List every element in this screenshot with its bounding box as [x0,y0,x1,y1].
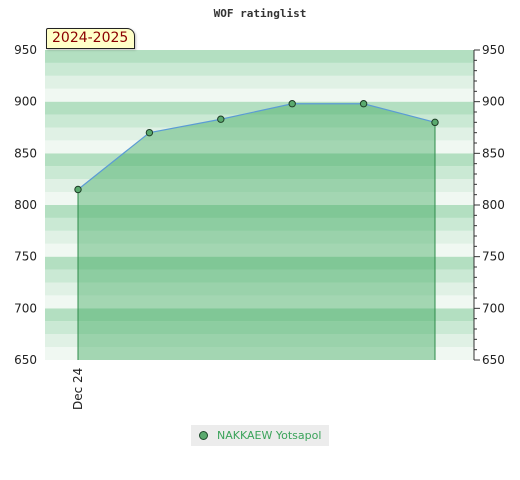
data-point [359,100,368,108]
data-point [431,118,439,127]
y-tick-label-right: 800 [482,198,505,212]
background-bands [45,50,474,360]
background-band [45,62,474,76]
background-band [45,205,474,218]
background-band [45,334,474,348]
background-band [45,140,474,154]
y-tick-label-right: 700 [482,301,505,315]
y-tick-label-left: 950 [14,43,37,57]
background-band [45,282,474,296]
y-tick-label-right: 650 [482,353,505,367]
x-axis: Dec 24 [71,368,85,410]
legend[interactable]: NAKKAEW Yotsapol [191,425,329,446]
background-band [45,256,474,270]
data-point [145,128,154,137]
y-tick-label-right: 850 [482,146,505,160]
legend-marker-icon [199,431,208,440]
y-tick-label-left: 750 [14,250,37,264]
y-tick-label-left: 800 [14,198,37,212]
background-band [45,50,474,63]
y-tick-label-right: 950 [482,43,505,57]
background-band [45,230,474,244]
y-axis-right: 650 700 750 800 850 900 950 [473,43,505,367]
background-band [45,179,474,193]
chart-title: WOF ratinglist [214,7,307,20]
background-band [45,295,474,309]
x-tick-label: Dec 24 [71,368,85,410]
background-band [45,321,474,335]
background-band [45,269,474,283]
background-band [45,243,474,257]
background-band [45,166,474,180]
background-band [45,153,474,167]
series-layer [74,100,439,360]
background-band [45,88,474,102]
background-band [45,114,474,128]
y-tick-label-right: 900 [482,95,505,109]
data-point [288,100,296,108]
y-axis-left: 650 700 750 800 850 900 950 [14,43,37,367]
background-band [45,192,474,205]
y-tick-label-right: 750 [482,250,505,264]
y-tick-label-left: 900 [14,95,37,109]
y-tick-label-left: 850 [14,146,37,160]
background-band [45,347,474,360]
background-band [45,217,474,231]
data-point [217,115,225,123]
background-band [45,75,474,89]
y-tick-label-left: 650 [14,353,37,367]
background-band [45,308,474,322]
series-area [78,103,435,360]
data-point [74,185,82,194]
y-tick-label-left: 700 [14,301,37,315]
series-line [77,103,436,190]
legend-series-label: NAKKAEW Yotsapol [217,429,322,442]
season-badge: 2024-2025 [46,28,136,49]
